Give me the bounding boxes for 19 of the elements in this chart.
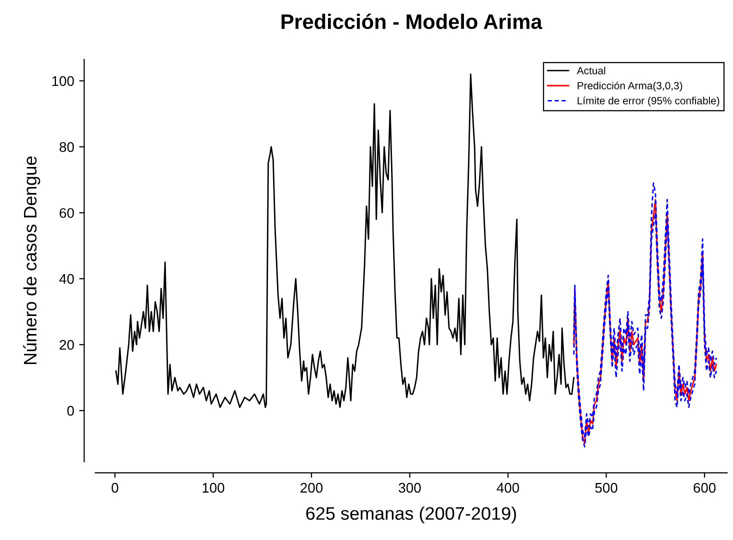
y-tick-label: 0: [67, 406, 74, 416]
chart-title: Predicción - Modelo Arima: [282, 14, 542, 30]
y-tick-label: 40: [59, 274, 74, 284]
x-axis-title: 625 semanas (2007-2019): [306, 506, 516, 524]
y-tick-label: 100: [52, 76, 74, 86]
x-tick-label: 300: [398, 482, 421, 493]
x-tick-label: 0: [112, 482, 118, 493]
y-tick-label: 20: [60, 340, 74, 350]
legend-label: Predicción Arma(3,0,3): [578, 82, 682, 92]
x-tick-label: 500: [595, 482, 618, 493]
x-tick-label: 100: [202, 482, 224, 493]
y-tick-label: 60: [60, 208, 74, 218]
x-tick-label: 200: [300, 482, 323, 493]
y-axis-title: Número de casos Dengue: [23, 156, 40, 364]
legend-label: Límite de error (95% confiable): [578, 96, 720, 106]
y-tick-label: 80: [60, 142, 74, 152]
legend-label: Actual: [576, 66, 606, 74]
x-tick-label: 600: [694, 482, 716, 493]
x-tick-label: 400: [496, 482, 520, 493]
